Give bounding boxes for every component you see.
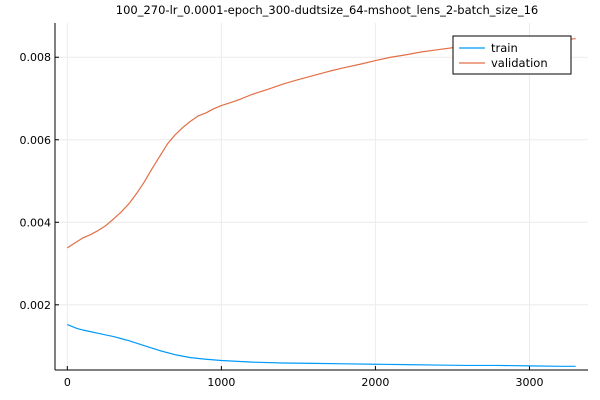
- series: [66, 38, 576, 367]
- y-tick-label: 0.008: [20, 51, 52, 64]
- x-tick-label: 0: [64, 376, 71, 389]
- tick-labels: 0 1000 2000 3000 0.002 0.004 0.006 0.008: [20, 51, 544, 389]
- y-tick-label: 0.004: [20, 216, 52, 229]
- x-tick-label: 2000: [361, 376, 389, 389]
- legend-label-train: train: [491, 41, 518, 55]
- legend-label-validation: validation: [491, 56, 548, 70]
- x-tick-label: 1000: [207, 376, 235, 389]
- chart-title: 100_270-lr_0.0001-epoch_300-dudtsize_64-…: [116, 3, 538, 17]
- series-line-train: [67, 324, 576, 367]
- axes: [54, 23, 588, 371]
- y-tick-label: 0.002: [20, 299, 52, 312]
- x-tick-label: 3000: [515, 376, 543, 389]
- legend-box: [452, 35, 572, 75]
- y-tick-label: 0.006: [20, 134, 52, 147]
- grid: [55, 23, 588, 370]
- legend: train validation: [452, 35, 572, 75]
